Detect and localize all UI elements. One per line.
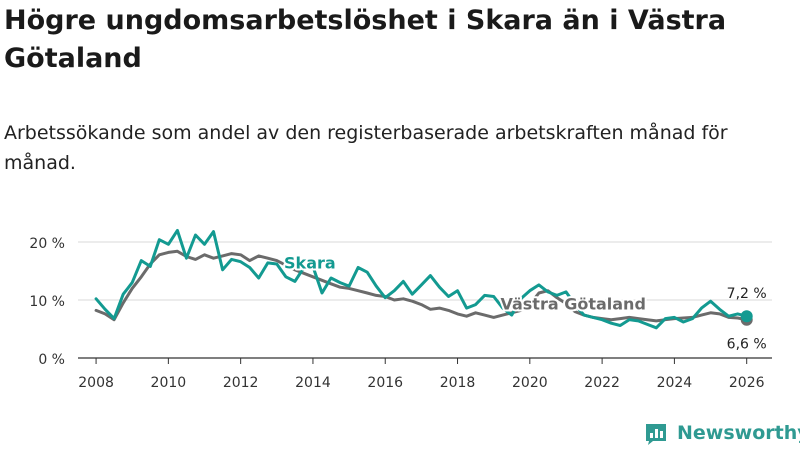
chart-subtitle: Arbetssökande som andel av den registerb…	[4, 122, 728, 174]
series-label-västra-götaland: Västra Götaland	[500, 294, 645, 313]
y-tick-label: 20 %	[29, 236, 65, 252]
series-line-skara	[94, 228, 749, 330]
x-tick-label: 2012	[223, 375, 259, 391]
newsworthy-logo[interactable]: Newsworthy	[645, 418, 800, 448]
x-tick-label: 2010	[151, 375, 187, 391]
newsworthy-logo-icon	[646, 424, 666, 445]
series-endpoint	[740, 310, 753, 323]
x-tick-label: 2026	[729, 375, 765, 391]
newsworthy-logo-text: Newsworthy	[677, 422, 800, 444]
x-tick-label: 2024	[657, 375, 693, 391]
y-tick-label: 0 %	[38, 352, 65, 368]
series-end-label: 7,2 %	[727, 286, 767, 302]
x-tick-label: 2020	[512, 375, 548, 391]
x-tick-label: 2008	[78, 375, 114, 391]
series-label-halo: Västra Götaland	[500, 294, 645, 313]
chart-title: Högre ungdomsarbetslöshet i Skara än i V…	[4, 5, 727, 74]
series-end-label: 6,6 %	[727, 337, 767, 353]
series-line-västra-götaland	[94, 249, 749, 323]
series-label-halo: Skara	[284, 254, 336, 273]
x-tick-label: 2022	[584, 375, 620, 391]
x-tick-label: 2018	[440, 375, 476, 391]
y-tick-label: 10 %	[29, 294, 65, 310]
x-tick-label: 2016	[367, 375, 403, 391]
series-label-skara: Skara	[284, 254, 336, 273]
x-tick-label: 2014	[295, 375, 331, 391]
